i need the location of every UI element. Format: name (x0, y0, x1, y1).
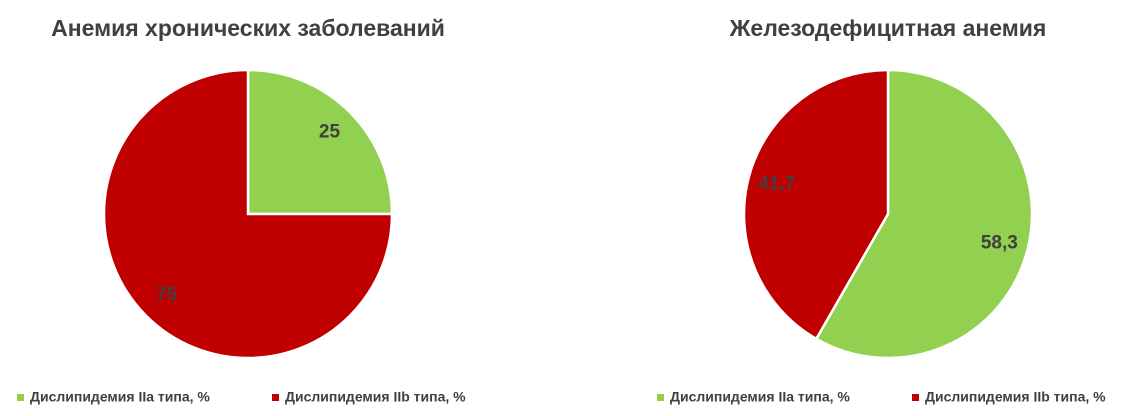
data-label: 41,7 (758, 173, 795, 194)
data-label: 75 (156, 284, 178, 305)
data-label: 25 (319, 122, 341, 143)
legend-label: Дислипидемия IIb типа, % (925, 389, 1106, 405)
pie-slice (742, 68, 890, 341)
legend-marker (17, 394, 24, 401)
legend-label: Дислипидемия IIa типа, % (30, 389, 210, 405)
legend-label: Дислипидемия IIa типа, % (670, 389, 850, 405)
legend-marker (657, 394, 664, 401)
pie-slice (246, 68, 394, 216)
chart-title: Железодефицитная анемия (729, 15, 1047, 41)
chart-title: Анемия хронических заболеваний (51, 15, 445, 41)
data-label: 58,3 (981, 233, 1018, 254)
legend-label: Дислипидемия IIb типа, % (285, 389, 466, 405)
legend-marker (272, 394, 279, 401)
legend-marker (912, 394, 919, 401)
pie-slice (102, 68, 394, 360)
pie-slice (814, 68, 1034, 360)
